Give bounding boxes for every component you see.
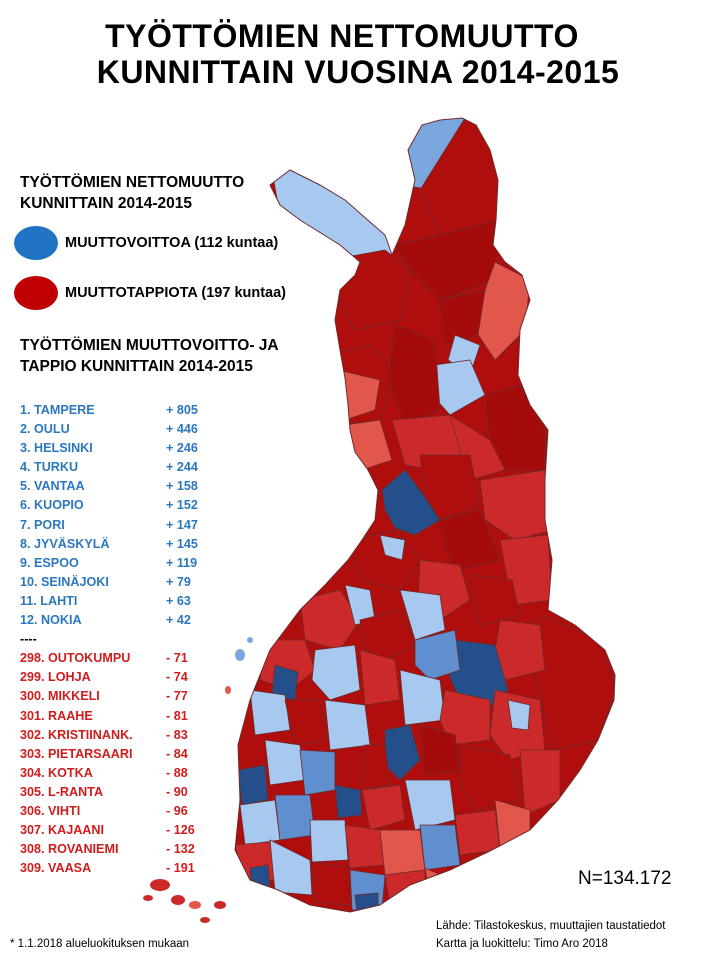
legend-heading: TYÖTTÖMIEN NETTOMUUTTO KUNNITTAIN 2014-2… xyxy=(20,172,244,214)
ranking-value: - 83 xyxy=(166,727,188,742)
legend-item-loss: MUUTTOTAPPIOTA (197 kuntaa) xyxy=(14,276,286,310)
ranking-name: 11. LAHTI xyxy=(20,593,78,608)
ranking-value: + 446 xyxy=(166,422,198,437)
ranking-value: + 42 xyxy=(166,613,191,628)
legend-heading-line1: TYÖTTÖMIEN NETTOMUUTTO xyxy=(20,174,245,191)
total-count: N=134.172 xyxy=(578,868,672,889)
ranking-name: 301. RAAHE xyxy=(20,708,93,723)
ranking-name: 299. LOHJA xyxy=(20,670,91,685)
ranking-name: 5. VANTAA xyxy=(20,479,85,494)
ranking-name: 6. KUOPIO xyxy=(20,498,84,513)
ranking-value: + 246 xyxy=(166,441,198,456)
ranking-name: 4. TURKU xyxy=(20,460,79,475)
ranking-value: + 145 xyxy=(166,536,198,551)
ranking-value: - 191 xyxy=(166,861,195,876)
ranking-separator-text: ---- xyxy=(20,632,37,647)
ranking-value: - 90 xyxy=(166,784,188,799)
page-title-line1: TYÖTTÖMIEN NETTOMUUTTO xyxy=(105,18,579,54)
ranking-name: 1. TAMPERE xyxy=(20,403,95,417)
archipelago-islands xyxy=(143,637,253,923)
ranking-value: - 88 xyxy=(166,765,188,780)
ranking-value: - 71 xyxy=(166,651,188,666)
ranking-name: 305. L-RANTA xyxy=(20,784,104,799)
ranking-name: 9. ESPOO xyxy=(20,555,79,570)
ranking-name: 303. PIETARSAARI xyxy=(20,746,133,761)
ranking-name: 8. JYVÄSKYLÄ xyxy=(20,536,110,551)
page-title-line2: KUNNITTAIN VUOSINA 2014-2015 xyxy=(96,54,620,90)
legend-label-gain: MUUTTOVOITTOA (112 kuntaa) xyxy=(65,235,279,251)
ranking-value: + 119 xyxy=(166,555,198,570)
legend-swatch-gain xyxy=(14,226,58,260)
ranking-value: + 147 xyxy=(166,517,198,532)
ranking-name: 2. OULU xyxy=(20,422,70,437)
source-line1: Lähde: Tilastokeskus, muuttajien taustat… xyxy=(436,920,666,932)
legend-item-gain: MUUTTOVOITTOA (112 kuntaa) xyxy=(14,226,278,260)
ranking-value: + 805 xyxy=(166,403,198,417)
ranking-name: 307. KAJAANI xyxy=(20,823,104,838)
ranking-name: 309. VAASA xyxy=(20,861,92,876)
ranking-value: - 84 xyxy=(166,746,188,761)
ranking-value: - 126 xyxy=(166,823,195,838)
ranking-value: - 96 xyxy=(166,803,188,818)
ranking-value: - 74 xyxy=(166,670,188,685)
footnote: * 1.1.2018 alueluokituksen mukaan xyxy=(10,938,190,950)
ranking-name: 298. OUTOKUMPU xyxy=(20,651,131,666)
ranking-value: + 158 xyxy=(166,479,198,494)
ranking-value: + 63 xyxy=(166,593,191,608)
ranking-value: + 152 xyxy=(166,498,198,513)
ranking-name: 302. KRISTIINANK. xyxy=(20,727,133,742)
source-line2: Kartta ja luokittelu: Timo Aro 2018 xyxy=(436,938,608,950)
ranking-name: 3. HELSINKI xyxy=(20,441,93,456)
legend-swatch-loss xyxy=(14,276,58,310)
ranking-value: + 244 xyxy=(166,460,198,475)
ranking-heading-line1: TYÖTTÖMIEN MUUTTOVOITTO- JA xyxy=(20,337,279,354)
ranking-value: - 132 xyxy=(166,842,195,857)
ranking-name: 306. VIHTI xyxy=(20,803,81,818)
ranking-name: 7. PORI xyxy=(20,517,65,532)
ranking-name: 12. NOKIA xyxy=(20,613,82,628)
ranking-value: + 79 xyxy=(166,574,191,589)
ranking-value: - 81 xyxy=(166,708,188,723)
ranking-name: 300. MIKKELI xyxy=(20,689,100,704)
ranking-heading: TYÖTTÖMIEN MUUTTOVOITTO- JA TAPPIO KUNNI… xyxy=(20,335,279,377)
ranking-name: 304. KOTKA xyxy=(20,765,93,780)
legend-label-loss: MUUTTOTAPPIOTA (197 kuntaa) xyxy=(65,285,287,301)
ranking-heading-line2: TAPPIO KUNNITTAIN 2014-2015 xyxy=(20,358,253,375)
legend-heading-line2: KUNNITTAIN 2014-2015 xyxy=(20,195,192,212)
source-note: Lähde: Tilastokeskus, muuttajien taustat… xyxy=(436,917,666,953)
ranking-name: 10. SEINÄJOKI xyxy=(20,574,109,589)
ranking-value: - 77 xyxy=(166,689,188,704)
ranking-name: 308. ROVANIEMI xyxy=(20,842,119,857)
